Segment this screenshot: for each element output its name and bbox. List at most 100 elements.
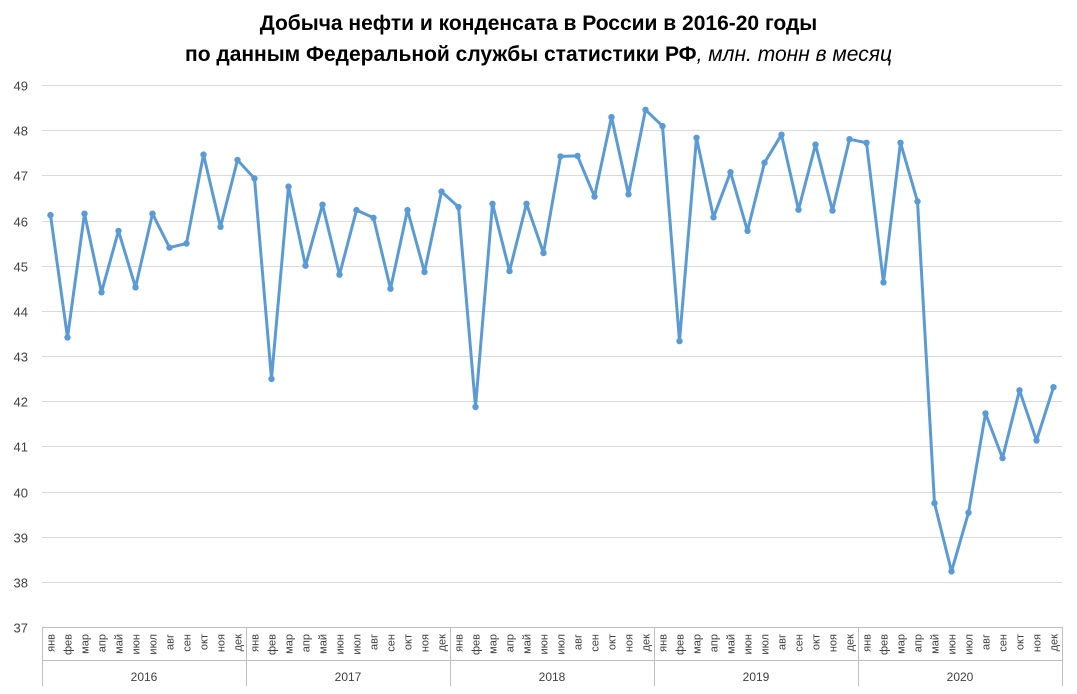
x-tick-label-month: фев — [471, 634, 483, 655]
data-point — [659, 122, 666, 130]
x-tick-label-month: июн — [335, 634, 347, 654]
x-tick-label-month: ноя — [216, 634, 228, 652]
x-year-label-2016: 2016 — [131, 670, 158, 684]
data-point — [642, 106, 649, 114]
x-tick-label-month: май — [726, 634, 738, 654]
x-tick-label-month: апр — [301, 634, 313, 652]
data-point — [438, 188, 445, 195]
x-tick-label-month: сен — [386, 634, 398, 652]
x-tick-label-month: июн — [743, 634, 755, 654]
x-tick-label-month: фев — [267, 634, 279, 655]
y-tick-label-48: 48 — [14, 124, 28, 139]
y-tick-label-45: 45 — [14, 260, 28, 275]
x-tick-label-month: апр — [505, 634, 517, 652]
x-tick-label-month: сен — [794, 634, 806, 652]
data-point — [387, 285, 394, 292]
x-year-label-2018: 2018 — [539, 670, 566, 684]
data-point — [591, 193, 598, 200]
data-point — [795, 206, 802, 213]
x-tick-label-month: июл — [964, 634, 976, 655]
x-tick-label-month: июл — [352, 634, 364, 655]
y-tick-label-42: 42 — [14, 395, 28, 410]
x-year-label-2017: 2017 — [335, 670, 362, 684]
data-point — [217, 223, 224, 230]
data-point — [319, 201, 326, 208]
data-point — [744, 227, 751, 235]
data-point — [472, 403, 479, 411]
data-point — [1050, 384, 1057, 391]
data-point — [693, 134, 700, 141]
x-tick-label-month: окт — [199, 634, 211, 650]
x-tick-label-month: авг — [165, 634, 177, 650]
data-point — [557, 153, 564, 160]
data-point — [506, 267, 513, 275]
data-point — [897, 139, 904, 146]
data-point — [489, 200, 496, 207]
x-tick-label-month: авг — [777, 634, 789, 650]
x-tick-label-month: ноя — [1032, 634, 1044, 652]
x-tick-label-month: мар — [80, 634, 92, 654]
x-tick-label-month: дек — [437, 634, 449, 652]
chart-title-line2: по данным Федеральной службы статистики … — [0, 39, 1077, 70]
x-tick-label-month: янв — [46, 634, 58, 652]
x-tick-label-month: янв — [454, 634, 466, 652]
x-tick-label-month: мар — [692, 634, 704, 654]
data-point — [625, 191, 632, 198]
y-axis: 37 38 39 40 41 42 43 44 45 46 47 48 49 — [14, 79, 28, 636]
data-point — [812, 141, 819, 148]
x-tick-label-month: окт — [607, 634, 619, 650]
chart-subtitle-units: , млн. тонн в месяц — [696, 43, 892, 66]
x-tick-label-month: мар — [896, 634, 908, 654]
x-tick-label-month: дек — [233, 634, 245, 652]
data-point — [64, 334, 71, 341]
x-tick-label-month: сен — [590, 634, 602, 652]
x-tick-label-month: май — [522, 634, 534, 654]
x-tick-label-month: окт — [403, 634, 415, 650]
x-tick-label-month: июн — [539, 634, 551, 654]
x-tick-label-month: июл — [148, 634, 160, 655]
x-tick-label-month: янв — [658, 634, 670, 652]
x-tick-label-month: сен — [998, 634, 1010, 652]
x-tick-label-month: май — [318, 634, 330, 654]
data-point — [846, 136, 853, 143]
x-tick-label-month: янв — [862, 634, 874, 652]
x-tick-label-month: апр — [709, 634, 721, 652]
data-point — [81, 210, 88, 217]
x-tick-label-month: ноя — [828, 634, 840, 652]
data-point — [370, 214, 377, 221]
y-tick-label-37: 37 — [14, 621, 28, 636]
y-tick-label-44: 44 — [14, 305, 28, 320]
x-tick-label-month: авг — [369, 634, 381, 650]
x-tick-label-month: мар — [488, 634, 500, 654]
data-point — [540, 249, 547, 257]
x-tick-label-month: июн — [131, 634, 143, 654]
data-point — [948, 568, 955, 575]
x-year-label-2020: 2020 — [947, 670, 974, 684]
data-point — [1016, 387, 1023, 394]
data-point — [931, 500, 938, 507]
x-tick-label-month: фев — [675, 634, 687, 655]
data-point — [778, 131, 785, 138]
chart-title-line1: Добыча нефти и конденсата в России в 201… — [259, 12, 818, 35]
data-point — [965, 509, 972, 516]
data-point — [200, 151, 207, 158]
data-point — [336, 271, 343, 278]
x-tick-label-month: окт — [811, 634, 823, 650]
y-tick-label-43: 43 — [14, 350, 28, 365]
x-tick-label-month: авг — [573, 634, 585, 650]
data-point — [523, 200, 530, 207]
x-tick-label-month: дек — [1049, 634, 1061, 652]
y-tick-label-47: 47 — [14, 169, 28, 184]
series-line — [49, 108, 1055, 573]
data-point — [914, 198, 921, 205]
x-tick-label-month: фев — [879, 634, 891, 655]
data-point — [710, 214, 717, 221]
data-point — [421, 268, 428, 276]
y-tick-label-49: 49 — [14, 79, 28, 94]
data-point — [132, 284, 139, 291]
data-point — [166, 244, 173, 251]
data-point — [608, 113, 615, 121]
data-point — [115, 227, 122, 235]
data-point — [98, 289, 105, 296]
